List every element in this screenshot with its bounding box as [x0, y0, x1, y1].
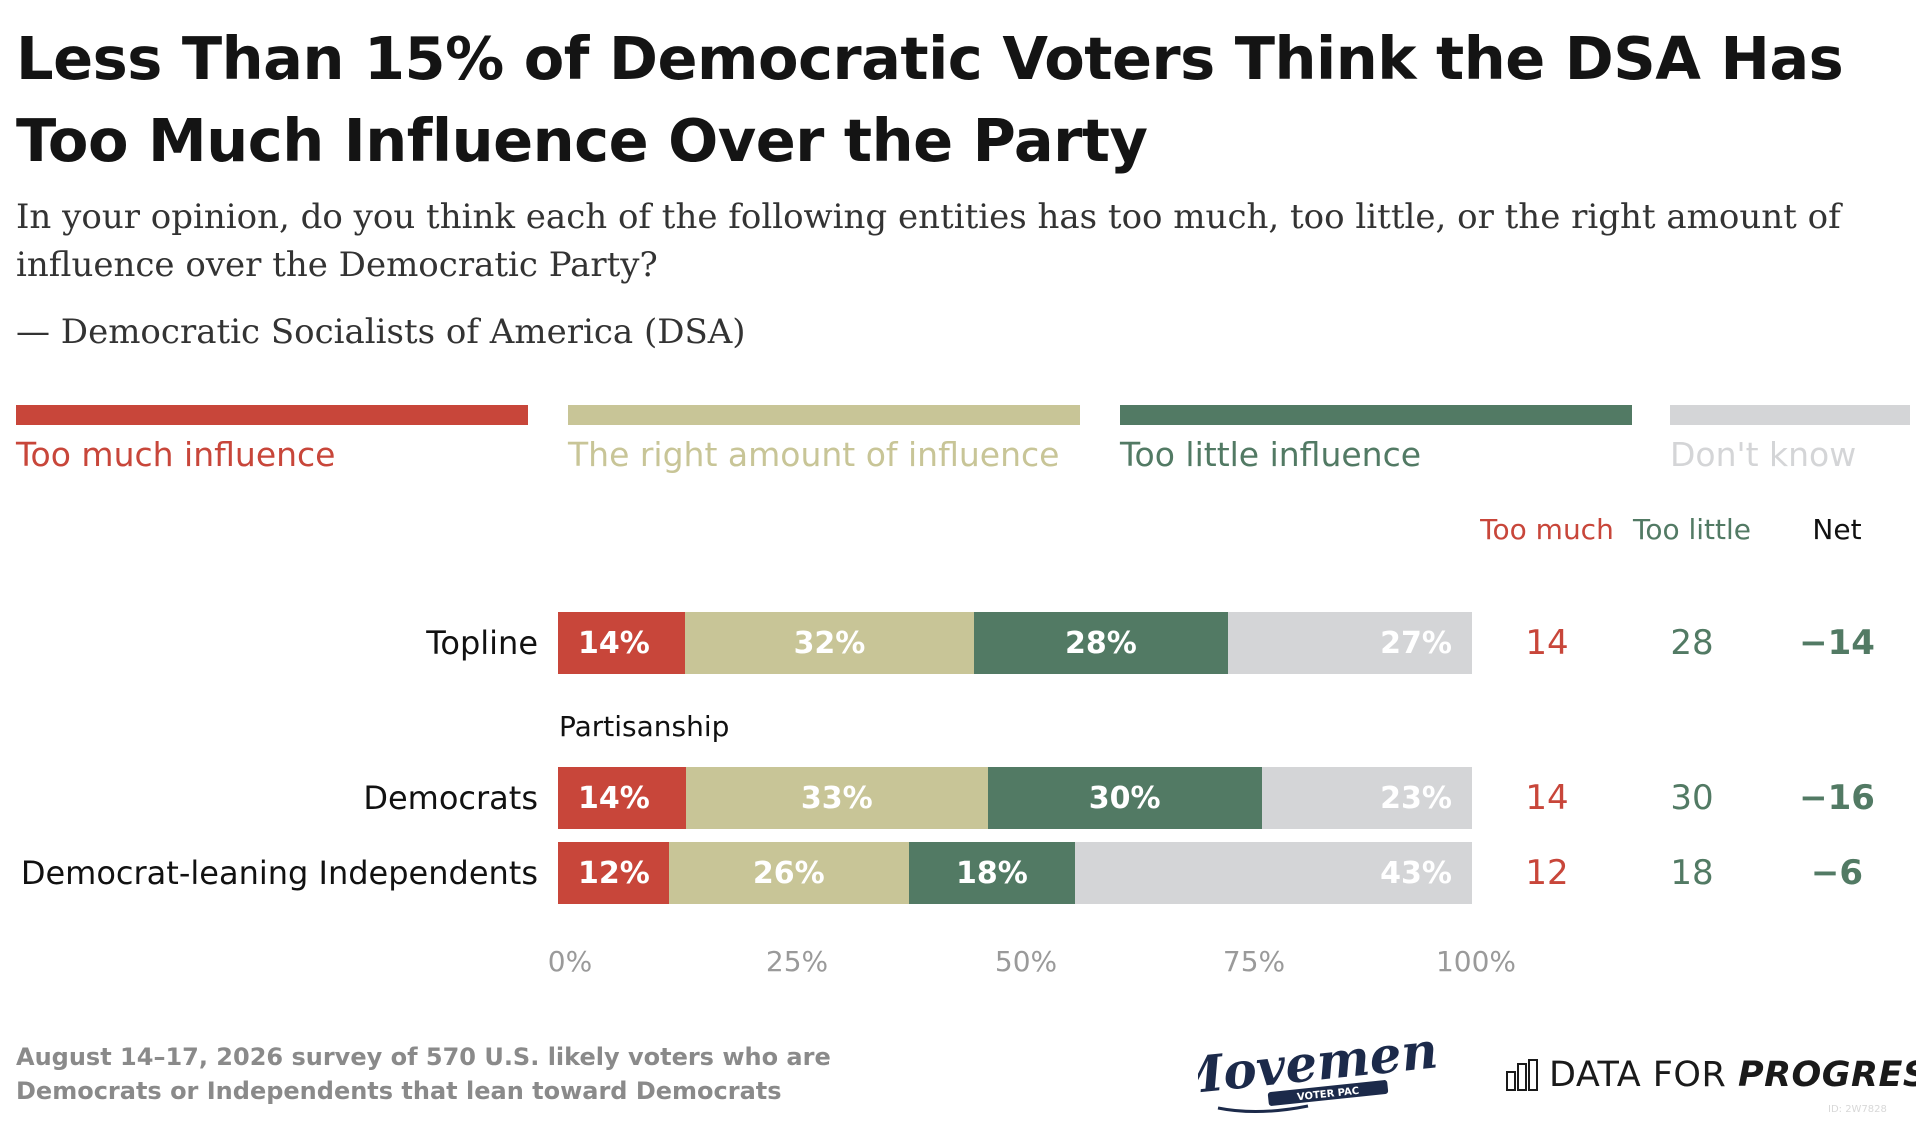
bar-segment-right-amount: 26% — [668, 842, 909, 904]
movement-voter-pac-logo: Movement VOTER PAC — [1198, 1028, 1438, 1114]
data-for-progress-wordmark: DATA FOR PROGRESS — [1549, 1055, 1916, 1095]
bar-data-label: 43% — [1380, 855, 1452, 891]
chart-title: Less Than 15% of Democratic Voters Think… — [16, 24, 1844, 175]
bar-data-label: 26% — [752, 855, 825, 891]
bar-segment-dont-know: 43% — [1075, 842, 1472, 904]
wordmark-light: DATA FOR — [1549, 1055, 1727, 1095]
bar-data-label: 30% — [1088, 780, 1161, 816]
bar-data-label: 23% — [1380, 780, 1452, 816]
bar-data-label: 28% — [1065, 625, 1137, 661]
row-label: Topline — [426, 624, 538, 662]
bar-row: 12% 26% 18% 43% — [558, 842, 1472, 904]
x-tick-label: 0% — [547, 945, 593, 978]
data-for-progress-logo: DATA FOR PROGRESS — [1505, 1050, 1916, 1100]
bar-data-label: 33% — [800, 780, 873, 816]
column-header-net: Net — [1812, 513, 1862, 546]
legend-swatch-too-little — [1120, 405, 1632, 425]
legend-item-right-amount: The right amount of influence — [568, 405, 1080, 474]
bar-row: 14% 32% 28% 27% — [558, 612, 1472, 674]
bar-segment-too-much: 14% — [558, 767, 686, 829]
legend-label-right-amount: The right amount of influence — [568, 435, 1060, 474]
bar-segment-dont-know: 23% — [1261, 767, 1472, 829]
bar-segment-right-amount: 33% — [685, 767, 988, 829]
x-tick-label: 100% — [1435, 945, 1517, 978]
legend-item-dont-know: Don't know — [1670, 405, 1910, 474]
bar-data-label: 12% — [578, 855, 650, 891]
x-tick-label: 75% — [1222, 945, 1286, 978]
legend-item-too-little: Too little influence — [1120, 405, 1632, 474]
wordmark-bold: PROGRESS — [1737, 1055, 1916, 1095]
bar-data-label: 14% — [578, 780, 650, 816]
survey-source-note: August 14–17, 2026 survey of 570 U.S. li… — [16, 1043, 831, 1105]
legend-item-too-much: Too much influence — [16, 405, 528, 474]
bar-data-label: 27% — [1380, 625, 1452, 661]
bar-segment-dont-know: 27% — [1227, 612, 1472, 674]
table-value-net: −14 — [1799, 623, 1875, 663]
bar-data-label: 32% — [793, 625, 866, 661]
legend-swatch-right-amount — [568, 405, 1080, 425]
x-tick-label: 50% — [994, 945, 1058, 978]
legend-swatch-dont-know — [1670, 405, 1910, 425]
bar-segment-too-little: 28% — [974, 612, 1228, 674]
chart-subtitle: In your opinion, do you think each of th… — [16, 197, 1841, 285]
legend-label-too-much: Too much influence — [16, 435, 336, 474]
column-header-too-much: Too much — [1480, 513, 1614, 546]
bar-data-label: 14% — [578, 625, 650, 661]
legend-label-too-little: Too little influence — [1120, 435, 1422, 474]
chart-id-watermark: ID: 2W7828 — [1828, 1104, 1887, 1115]
table-value-too-much: 12 — [1525, 853, 1569, 893]
legend-label-dont-know: Don't know — [1670, 435, 1857, 474]
bar-data-label: 18% — [956, 855, 1028, 891]
x-tick-label: 25% — [765, 945, 829, 978]
bar-segment-too-little: 18% — [908, 842, 1075, 904]
row-label: Democrat-leaning Independents — [20, 854, 538, 892]
column-header-too-little: Too little — [1632, 513, 1752, 546]
group-label-partisanship: Partisanship — [559, 710, 730, 743]
bar-row: 14% 33% 30% 23% — [558, 767, 1472, 829]
table-value-too-little: 30 — [1670, 778, 1714, 818]
table-value-net: −16 — [1799, 778, 1875, 818]
bar-chart-icon — [1506, 1059, 1538, 1091]
table-value-too-little: 28 — [1670, 623, 1714, 663]
row-label: Democrats — [363, 779, 538, 817]
table-value-too-much: 14 — [1525, 623, 1569, 663]
bar-segment-too-little: 30% — [987, 767, 1262, 829]
legend-swatch-too-much — [16, 405, 528, 425]
table-value-too-much: 14 — [1525, 778, 1569, 818]
table-value-net: −6 — [1810, 853, 1864, 893]
bar-segment-right-amount: 32% — [684, 612, 975, 674]
bar-segment-too-much: 14% — [558, 612, 685, 674]
table-value-too-little: 18 — [1670, 853, 1714, 893]
bar-segment-too-much: 12% — [558, 842, 669, 904]
survey-item-label: — Democratic Socialists of America (DSA) — [16, 312, 746, 352]
